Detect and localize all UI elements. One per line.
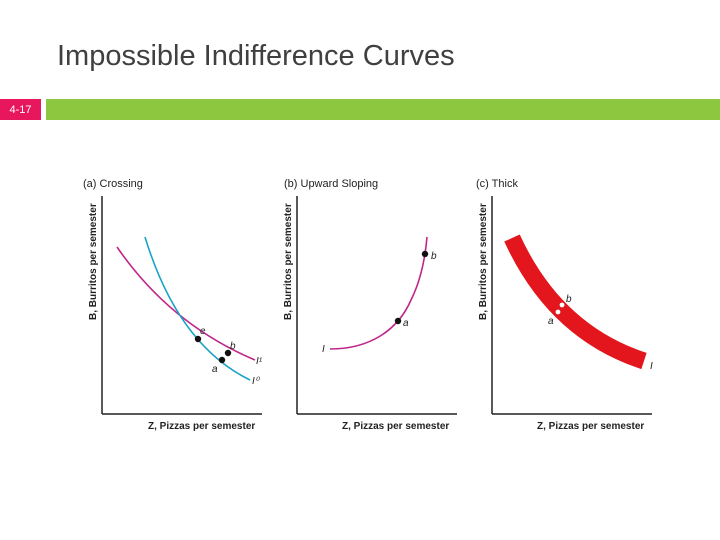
y-axis-label: B, Burritos per semester <box>283 203 294 320</box>
point-e-marker <box>194 335 202 343</box>
point-b-label: b <box>566 294 572 305</box>
point-a-label: a <box>212 364 218 375</box>
panel-title: (c) Thick <box>476 178 518 190</box>
point-b-label: b <box>431 251 437 262</box>
panel-crossing: (a) Crossing B, Burritos per semester Z,… <box>83 178 263 432</box>
x-axis-label: Z, Pizzas per semester <box>537 421 644 432</box>
y-axis-label: B, Burritos per semester <box>478 203 489 320</box>
point-b-marker <box>421 250 429 258</box>
point-b-label: b <box>230 341 236 352</box>
panel-title: (b) Upward Sloping <box>284 178 378 190</box>
point-a-label: a <box>403 318 409 329</box>
point-a-marker <box>394 317 402 325</box>
x-axis-label: Z, Pizzas per semester <box>342 421 449 432</box>
curve-i0 <box>144 236 251 381</box>
curve-i1-label: I¹ <box>256 356 263 367</box>
thick-curve-i <box>504 234 647 370</box>
point-e-label: e <box>200 326 206 337</box>
title-accent-bar <box>46 99 720 120</box>
point-b-marker <box>559 302 565 308</box>
curve-i <box>329 236 428 350</box>
panel-title: (a) Crossing <box>83 178 143 190</box>
curve-i0-label: I⁰ <box>252 376 261 387</box>
point-b-marker <box>224 349 232 357</box>
panel-thick: (c) Thick B, Burritos per semester Z, Pi… <box>476 178 653 432</box>
curve-i-label: I <box>322 344 325 355</box>
x-axis-label: Z, Pizzas per semester <box>148 421 255 432</box>
point-a-marker <box>555 309 561 315</box>
slide-title: Impossible Indifference Curves <box>57 40 455 72</box>
point-a-marker <box>218 356 226 364</box>
panel-upward-sloping: (b) Upward Sloping B, Burritos per semes… <box>283 178 457 432</box>
y-axis-label: B, Burritos per semester <box>88 203 99 320</box>
slide-number-badge: 4-17 <box>0 99 41 120</box>
point-a-label: a <box>548 316 554 327</box>
curve-i-label: I <box>650 361 653 372</box>
